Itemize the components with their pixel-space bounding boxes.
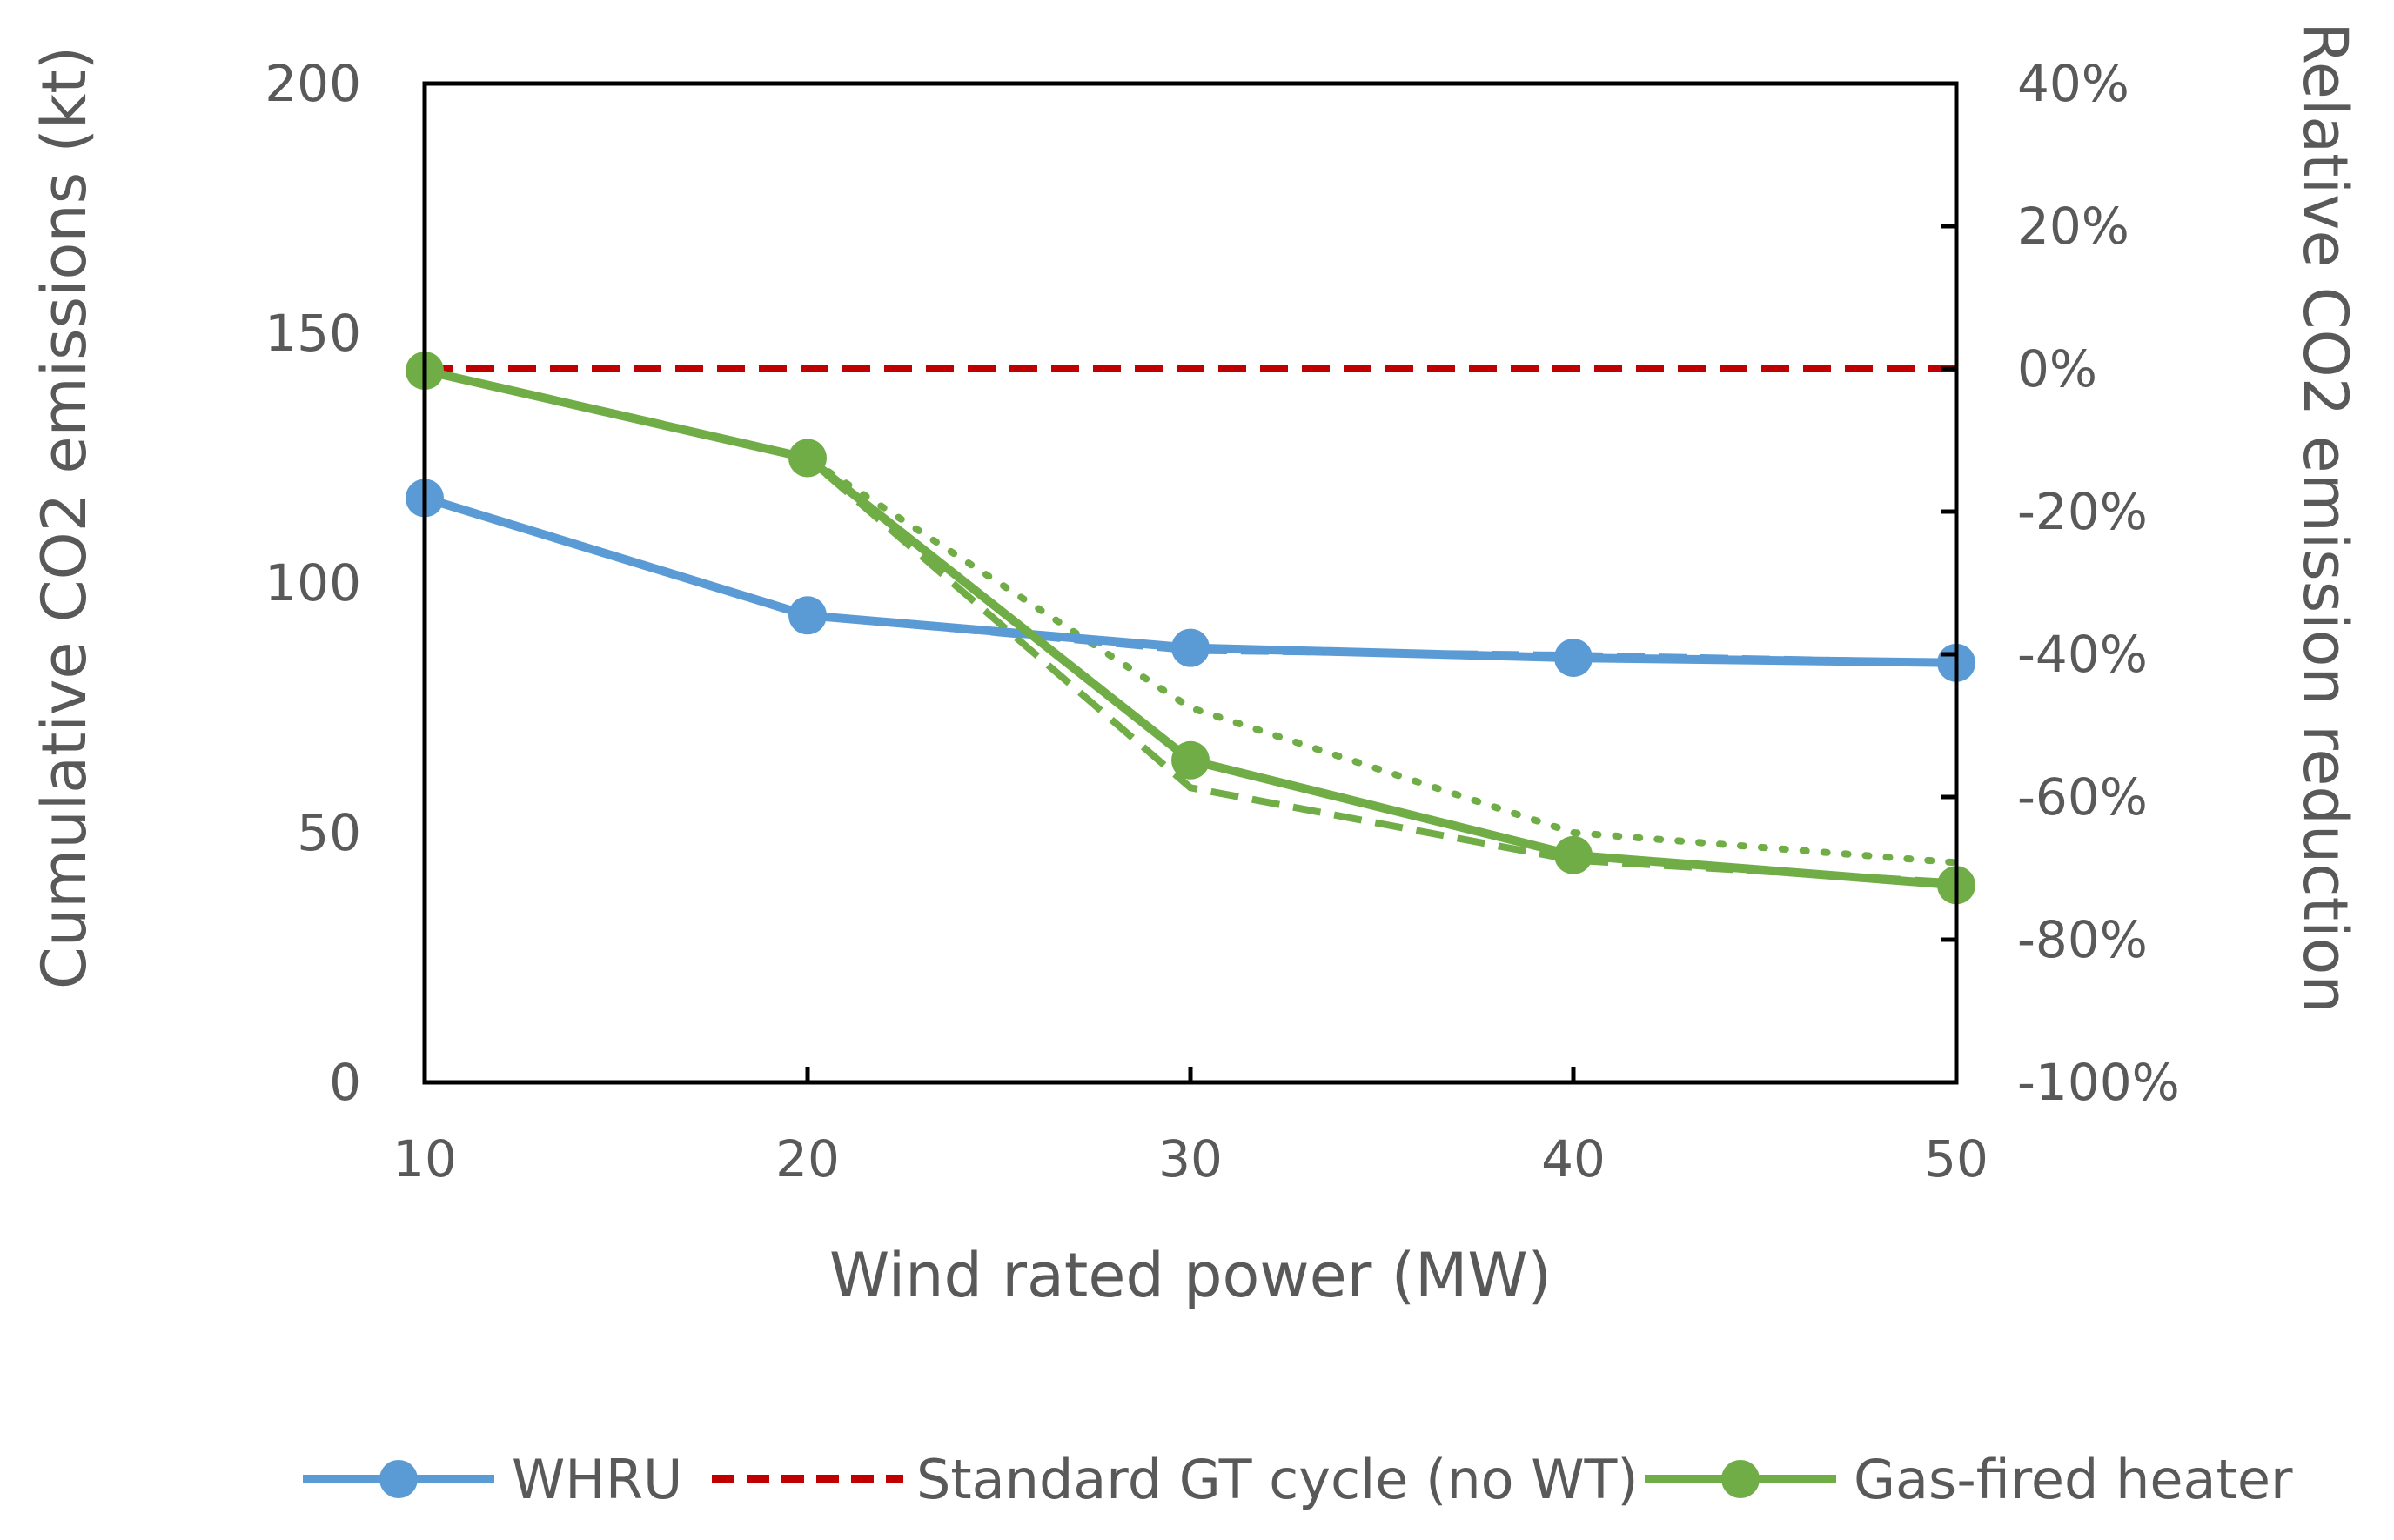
legend-label-gas-fired-heater: Gas-fired heater [1854,1448,2293,1511]
data-point-gas-fired-heater [1171,740,1210,780]
left-axis-tick-labels: 0 50 100 150 200 [265,54,361,1112]
data-point-whru [788,596,827,635]
y-tick-label: 150 [265,304,361,363]
legend-item-standard-gt: Standard GT cycle (no WT) [712,1448,1639,1511]
y-tick-label: 0 [329,1053,361,1112]
legend-label-whru: WHRU [512,1448,682,1511]
y2-tick-label: 0% [2017,339,2097,398]
data-point-gas-fired-heater [1554,835,1593,874]
x-tick-label: 20 [775,1129,840,1188]
data-point-gas-fired-heater [788,439,827,478]
y2-tick-label: -60% [2017,767,2148,827]
y2-tick-label: -20% [2017,482,2148,541]
y2-tick-label: 20% [2017,197,2129,256]
y2-axis-title: Relative CO2 emission reduction [2290,22,2361,1014]
x-axis-title: Wind rated power (MW) [829,1240,1552,1311]
data-point-whru [1554,639,1593,678]
legend-item-gas-fired-heater: Gas-fired heater [1645,1448,2293,1511]
y-axis-title: Cumulative CO2 emissions (kt) [29,46,100,989]
x-axis-tick-marks [422,1067,1959,1082]
y-tick-label: 200 [265,54,361,113]
x-axis-tick-labels: 10 20 30 40 50 [392,1129,1988,1188]
right-axis-tick-marks [1941,81,1956,1085]
legend-label-standard-gt: Standard GT cycle (no WT) [916,1448,1639,1511]
x-tick-label: 50 [1924,1129,1988,1188]
x-tick-label: 40 [1541,1129,1606,1188]
x-tick-label: 10 [392,1129,457,1188]
y-tick-label: 50 [297,803,361,862]
y2-tick-label: -80% [2017,910,2148,969]
right-axis-tick-labels: -100% -80% -60% -40% -20% 0% 20% 40% [2017,54,2180,1112]
y-tick-label: 100 [265,553,361,613]
legend-marker-whru [379,1460,418,1498]
y2-tick-label: -40% [2017,625,2148,684]
data-point-whru [1171,628,1210,667]
series-line-gas-fired-heater-dotted-variant [421,367,1960,867]
legend-marker-gas-fired-heater [1721,1460,1760,1498]
x-tick-label: 30 [1158,1129,1223,1188]
y2-tick-label: -100% [2017,1053,2180,1112]
legend-item-whru: WHRU [303,1448,682,1511]
y2-tick-label: 40% [2017,54,2129,113]
legend: WHRU Standard GT cycle (no WT) Gas-fired… [303,1448,2293,1511]
